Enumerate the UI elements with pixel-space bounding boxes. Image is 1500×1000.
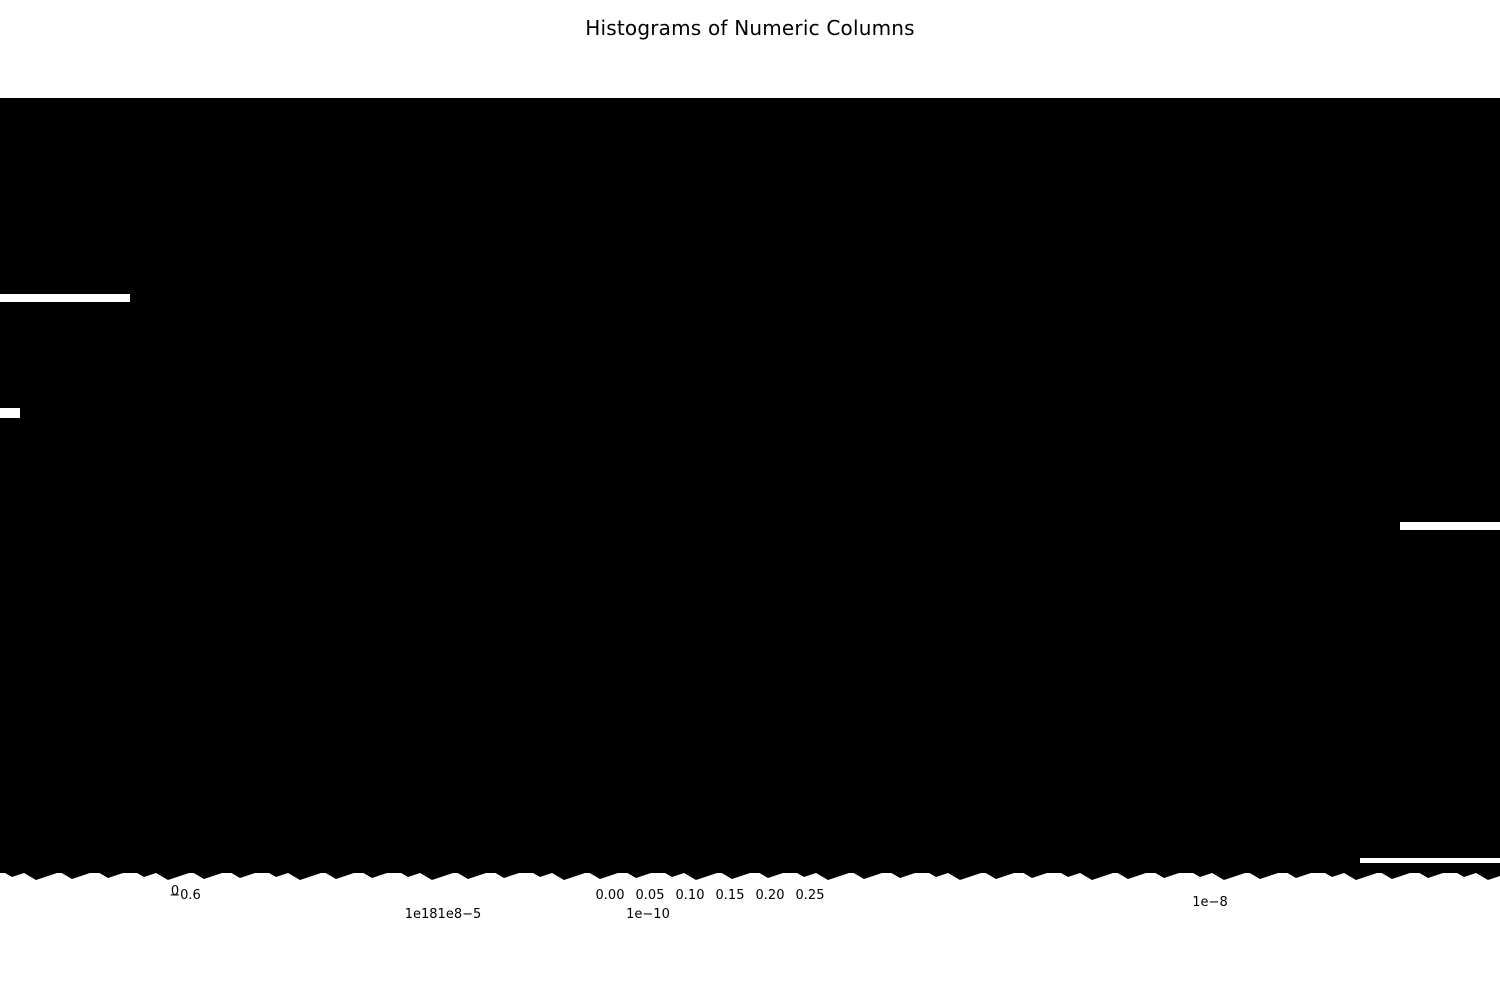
x-offset-label-2: 1e−10	[626, 907, 670, 922]
highlight-streak-1	[0, 294, 130, 302]
overlapping-axes-edge	[0, 870, 1500, 880]
highlight-streak-3	[1400, 522, 1500, 530]
x-tick-label: 0.00	[596, 888, 625, 903]
x-tick-label: 0.10	[676, 888, 705, 903]
x-tick-label: 0.15	[716, 888, 745, 903]
histogram-plots-layer	[0, 98, 1500, 880]
x-tick-label: −0.6	[169, 888, 201, 903]
figure-title: Histograms of Numeric Columns	[585, 16, 915, 40]
x-tick-label: 0.25	[796, 888, 825, 903]
highlight-streak-2	[0, 408, 20, 418]
x-tick-label: 0.05	[636, 888, 665, 903]
x-offset-label-1: 1e181e8−5	[405, 907, 482, 922]
x-offset-label-3: 1e−8	[1192, 895, 1227, 910]
x-tick-labels: 0−0.6 0.00 0.05 0.10 0.15 0.20 0.25	[169, 884, 824, 903]
x-tick-label: 0.20	[756, 888, 785, 903]
overlapping-subplots-block	[0, 98, 1500, 873]
x-tick-label: 0	[171, 884, 179, 899]
highlight-streak-4	[1360, 858, 1500, 863]
